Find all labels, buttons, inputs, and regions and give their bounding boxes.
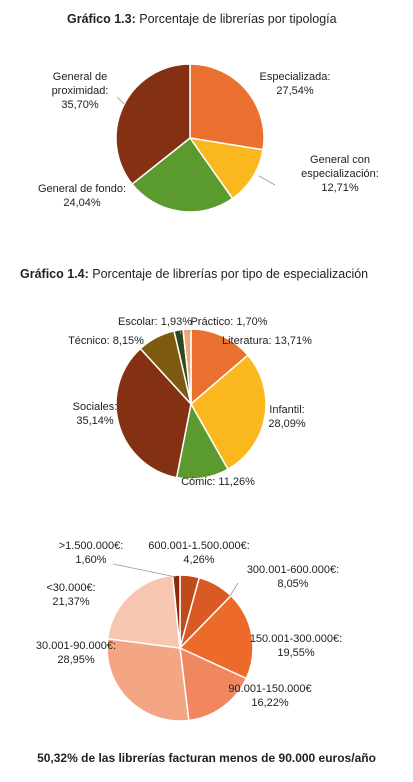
pie-1-label-4: General de proximidad: 35,70% <box>52 71 109 111</box>
pie-1-label-3: General de fondo: 24,04% <box>38 183 126 209</box>
pie-2-leader-6 <box>179 330 182 335</box>
pie-3-leader-2 <box>229 582 239 597</box>
pie-1-label-2: General con especialización: 12,71% <box>301 154 379 194</box>
pie-1-slice-4 <box>115 63 191 186</box>
pie-3-label-5: 30.001-90.000€: 28,95% <box>36 640 116 666</box>
pie-3-label-6: <30.000€: 21,37% <box>46 582 95 608</box>
pie-3-label-4: 90.001-150.000€ 16,22% <box>228 683 311 709</box>
pie-2-label-5: Técnico: 8,15% <box>68 335 144 347</box>
pie-2-label-1: Literatura: 13,71% <box>222 335 312 347</box>
pie-2-slice-2 <box>190 354 267 471</box>
pie-3-slice-7 <box>171 574 181 649</box>
pie-3-label-7: >1.500.000€: 1,60% <box>59 540 124 566</box>
pie-1-slice-3 <box>131 136 234 213</box>
pie-2-label-2: Infantil: 28,09% <box>268 404 306 430</box>
pie-3-leader-7 <box>112 563 177 578</box>
pie-2-label-6: Escolar: 1,93% <box>118 316 192 328</box>
pie-3-label-2: 300.001-600.000€: 8,05% <box>247 564 339 590</box>
pie-1-label-1: Especializada: 27,54% <box>260 71 331 97</box>
pie-2-leader-7 <box>187 330 192 333</box>
footer-note: 50,32% de las librerías facturan menos d… <box>37 751 376 765</box>
chart-2-title-text: Porcentaje de librerías por tipo de espe… <box>92 267 369 281</box>
pie-1-leader-4 <box>116 96 125 105</box>
chart-1-title-prefix: Gráfico 1.3: <box>67 12 136 26</box>
pie-3-slice-5 <box>106 637 190 722</box>
pie-2-slice-1 <box>190 328 249 406</box>
pie-2-label-3: Cómic: 11,26% <box>181 476 255 488</box>
chart-2-title: Gráfico 1.4: Porcentaje de librerías por… <box>20 267 368 281</box>
chart-2-title-prefix: Gráfico 1.4: <box>20 267 89 281</box>
pie-1-slice-2 <box>188 136 264 200</box>
pie-1-leader-2 <box>258 175 276 186</box>
pie-3-leader-4 <box>231 684 241 693</box>
chart-1-title-text: Porcentaje de librerías por tipología <box>139 12 337 26</box>
pie-3-slice-4 <box>179 646 248 722</box>
pie-2-label-7: Práctico: 1,70% <box>190 316 267 328</box>
pie-2-slice-4 <box>115 347 192 479</box>
chart-1-title: Gráfico 1.3: Porcentaje de librerías por… <box>67 12 337 26</box>
pie-3-slice-3 <box>178 594 254 680</box>
pie-3-slice-6 <box>106 574 181 649</box>
pie-3-label-1: 600.001-1.500.000€: 4,26% <box>148 540 250 566</box>
pie-2-label-4: Sociales: 35,14% <box>73 401 118 427</box>
pie-3-label-3: 150.001-300.000€: 19,55% <box>250 633 342 659</box>
pie-2-slice-7 <box>182 328 192 405</box>
pie-1-slice-1 <box>189 63 265 151</box>
